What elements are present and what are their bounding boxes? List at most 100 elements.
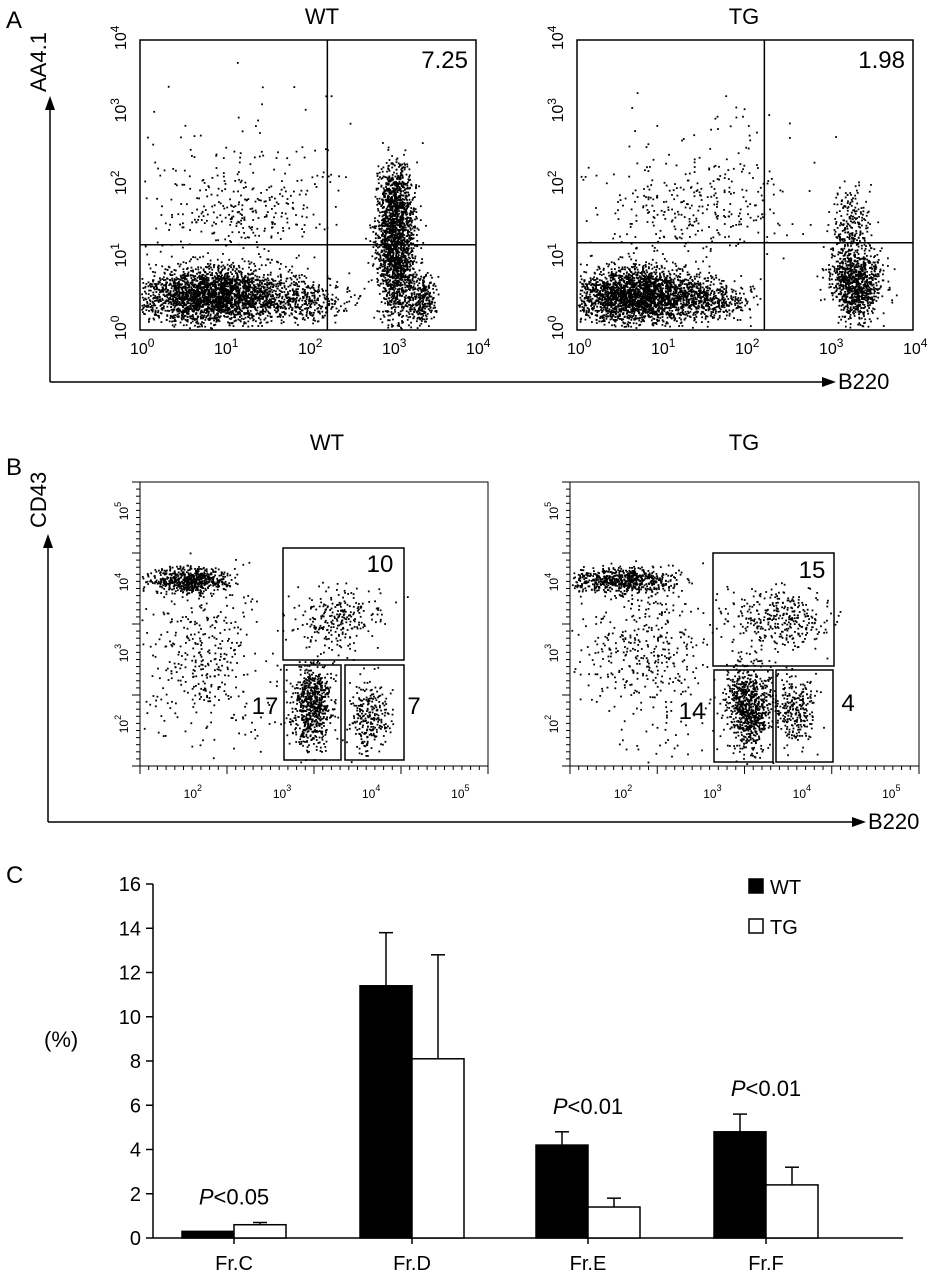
event-dot [380,224,383,227]
event-dot [260,264,263,267]
event-dot [385,192,388,195]
event-dot [379,203,381,205]
event-dot [378,221,380,224]
event-dot [409,263,412,266]
event-dot [151,309,154,311]
event-dot [152,279,155,282]
event-dot [151,283,153,286]
event-dot [163,305,165,308]
event-dot [174,284,177,286]
event-dot [256,309,259,312]
event-dot [284,302,287,305]
event-dot [177,302,180,305]
event-dot [395,230,397,232]
event-dot [147,293,150,295]
event-dot [405,268,407,271]
event-dot [380,249,383,252]
event-dot [268,281,271,284]
event-dot [388,239,390,241]
event-dot [374,251,377,254]
event-dot [396,266,398,269]
event-dot [251,297,254,300]
event-dot [257,325,260,327]
event-dot [180,317,183,320]
event-dot [227,269,230,271]
event-dot [407,181,409,184]
event-dot [298,312,301,315]
event-dot [185,286,188,289]
event-dot [410,282,413,284]
event-dot [379,211,381,214]
event-dot [377,178,380,181]
event-dot [390,300,393,303]
event-dot [243,298,246,300]
event-dot [379,274,382,277]
event-dot [388,292,391,294]
event-dot [405,281,408,284]
event-dot [154,295,157,297]
event-dot [295,292,298,294]
event-dot [233,266,235,269]
event-dot [318,295,321,297]
event-dot [271,291,274,293]
event-dot [144,286,147,289]
event-dot [187,298,190,301]
event-dot [217,287,220,290]
panel-a-x-label: B220 [838,369,889,394]
event-dot [427,299,430,302]
event-dot [417,284,419,287]
event-dot [183,296,186,298]
event-dot [408,261,411,264]
event-dot [204,325,207,328]
event-dot [320,305,323,308]
event-dot [381,219,383,222]
event-dot [266,321,269,324]
event-dot [282,307,284,309]
event-dot [392,205,395,208]
event-dot [185,294,188,297]
event-dot [300,280,303,283]
event-dot [202,305,205,308]
event-dot [257,291,259,294]
event-dot [393,187,396,190]
event-dot [158,299,161,302]
event-dot [387,326,390,329]
event-dot [385,259,388,262]
event-dot [246,285,248,288]
event-dot [213,317,215,320]
event-dot [205,289,208,292]
event-dot [164,302,167,305]
event-dot [393,247,396,249]
event-dot [223,278,226,281]
event-dot [412,210,415,213]
event-dot [386,302,389,305]
event-dot [381,222,384,224]
event-dot [246,300,249,303]
event-dot [229,271,232,274]
event-dot [384,261,386,263]
event-dot [409,265,412,267]
event-dot [401,235,403,238]
event-dot [152,317,155,320]
event-dot [217,310,220,313]
event-dot [241,282,244,284]
event-dot [382,194,385,197]
event-dot [216,281,218,284]
event-dot [409,218,412,220]
event-dot [279,314,282,316]
event-dot [384,302,386,305]
event-dot [386,198,389,201]
event-dot [389,303,392,306]
event-dot [275,285,277,288]
event-dot [428,284,430,287]
event-dot [403,247,406,249]
event-dot [176,295,179,297]
event-dot [183,303,186,306]
event-dot [411,256,414,258]
event-dot [240,295,242,298]
event-dot [404,298,406,301]
event-dot [211,283,214,285]
event-dot [149,295,152,297]
event-dot [227,267,230,270]
event-dot [228,297,231,299]
